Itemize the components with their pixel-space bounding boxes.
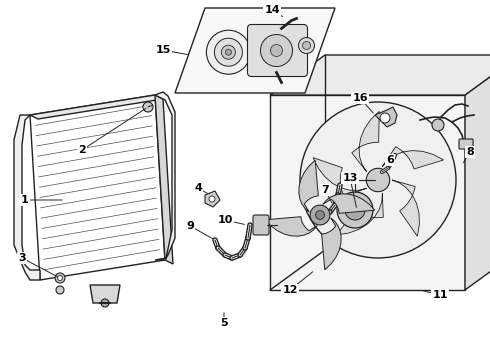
- Polygon shape: [321, 218, 341, 270]
- Text: 15: 15: [155, 45, 171, 55]
- Circle shape: [55, 273, 65, 283]
- Text: 8: 8: [466, 147, 474, 157]
- Text: 10: 10: [217, 215, 233, 225]
- FancyBboxPatch shape: [247, 24, 308, 77]
- Circle shape: [209, 196, 215, 202]
- Polygon shape: [299, 160, 318, 212]
- Polygon shape: [265, 217, 317, 236]
- Polygon shape: [323, 194, 375, 213]
- Text: 7: 7: [321, 185, 329, 195]
- Polygon shape: [270, 55, 490, 95]
- Polygon shape: [465, 55, 490, 290]
- Text: 9: 9: [186, 221, 194, 231]
- Polygon shape: [30, 95, 165, 280]
- Circle shape: [300, 102, 456, 258]
- Text: 6: 6: [386, 155, 394, 165]
- Text: 5: 5: [220, 318, 228, 328]
- Circle shape: [215, 38, 243, 66]
- Circle shape: [221, 45, 235, 59]
- Circle shape: [261, 35, 293, 67]
- Polygon shape: [382, 147, 443, 169]
- Circle shape: [337, 192, 373, 228]
- Circle shape: [57, 275, 63, 280]
- Polygon shape: [392, 180, 419, 236]
- Circle shape: [143, 102, 153, 112]
- Text: 4: 4: [194, 183, 202, 193]
- Circle shape: [345, 200, 365, 220]
- Circle shape: [380, 113, 390, 123]
- Text: 12: 12: [282, 285, 298, 295]
- Polygon shape: [352, 111, 379, 172]
- Polygon shape: [155, 92, 175, 260]
- Circle shape: [432, 119, 444, 131]
- Polygon shape: [375, 107, 397, 127]
- Polygon shape: [205, 191, 220, 207]
- Circle shape: [298, 37, 315, 54]
- Text: 13: 13: [343, 173, 358, 183]
- Circle shape: [367, 168, 390, 192]
- Polygon shape: [313, 158, 367, 197]
- Text: 3: 3: [18, 253, 26, 263]
- Circle shape: [56, 286, 64, 294]
- FancyBboxPatch shape: [459, 139, 473, 149]
- Circle shape: [302, 41, 311, 50]
- Text: 11: 11: [432, 290, 448, 300]
- Circle shape: [206, 30, 250, 74]
- Polygon shape: [30, 95, 163, 119]
- Circle shape: [270, 45, 283, 57]
- Polygon shape: [175, 8, 335, 93]
- Text: 16: 16: [352, 93, 368, 103]
- Polygon shape: [155, 95, 173, 264]
- Circle shape: [101, 299, 109, 307]
- Text: 14: 14: [264, 5, 280, 15]
- Circle shape: [225, 49, 231, 55]
- FancyBboxPatch shape: [253, 215, 269, 235]
- Polygon shape: [90, 285, 120, 303]
- Polygon shape: [337, 193, 383, 235]
- Circle shape: [316, 211, 324, 219]
- Circle shape: [310, 205, 330, 225]
- Polygon shape: [14, 115, 40, 280]
- Text: 2: 2: [78, 145, 86, 155]
- Polygon shape: [270, 95, 465, 290]
- Text: 1: 1: [21, 195, 29, 205]
